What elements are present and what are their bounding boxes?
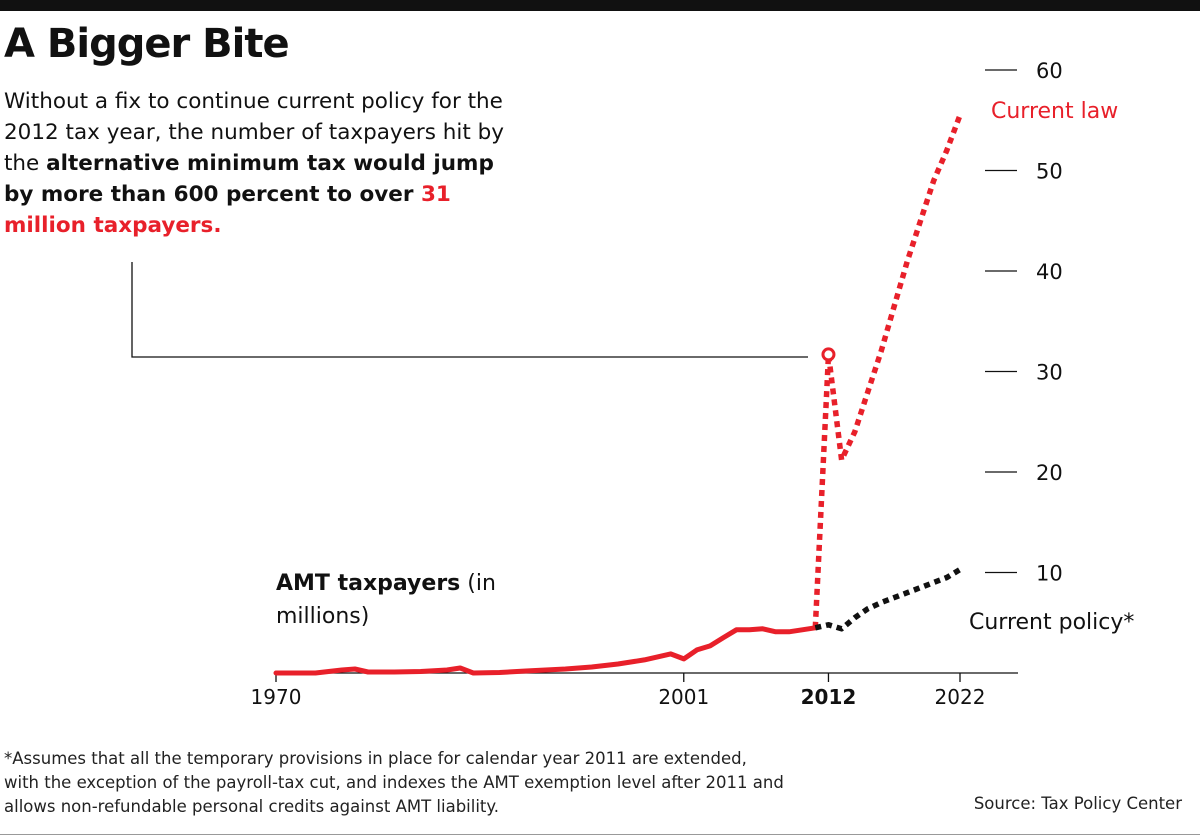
axis-label-bold: AMT taxpayers (276, 571, 460, 596)
footnote: *Assumes that all the temporary provisio… (4, 749, 784, 816)
chart-title: A Bigger Bite (4, 21, 290, 67)
y-tick-label: 20 (1036, 461, 1063, 485)
top-rule (0, 0, 1200, 11)
y-tick-label: 30 (1036, 361, 1063, 385)
subtitle-plain: Without a fix to continue current policy… (4, 89, 504, 176)
x-tick-label: 1970 (251, 685, 302, 709)
y-axis-ticks: 10 20 30 40 50 60 (985, 59, 1063, 586)
series-lines (273, 114, 963, 676)
series-line-current-law (812, 114, 963, 628)
series-line-historical (273, 625, 818, 676)
y-tick-label: 40 (1036, 260, 1063, 284)
x-tick-label: 2001 (658, 685, 709, 709)
subtitle-bold: alternative minimum tax would jump by mo… (4, 151, 494, 207)
axis-label-rest: (in (460, 571, 496, 596)
y-tick-label: 50 (1036, 160, 1063, 184)
y-tick-label: 10 (1036, 562, 1063, 586)
subtitle-red: 31 million taxpayers. (4, 182, 451, 238)
axis-label-line2: millions) (276, 604, 369, 629)
callout-connector (131, 262, 808, 358)
x-tick-label: 2022 (935, 685, 986, 709)
chart-subtitle: Without a fix to continue current policy… (4, 86, 524, 241)
y-tick-label: 60 (1036, 59, 1063, 83)
axis-label: AMT taxpayers (in (276, 571, 496, 596)
series-label-current-law: Current law (991, 99, 1118, 124)
x-tick-label: 2012 (801, 685, 857, 709)
source-credit: Source: Tax Policy Center (973, 794, 1182, 813)
highlight-point (821, 347, 836, 362)
bottom-rule (0, 834, 1200, 835)
x-axis-ticks: 1970 2001 2012 2022 (251, 673, 986, 709)
series-line-current-policy (814, 567, 962, 632)
series-label-current-policy: Current policy* (969, 610, 1134, 635)
